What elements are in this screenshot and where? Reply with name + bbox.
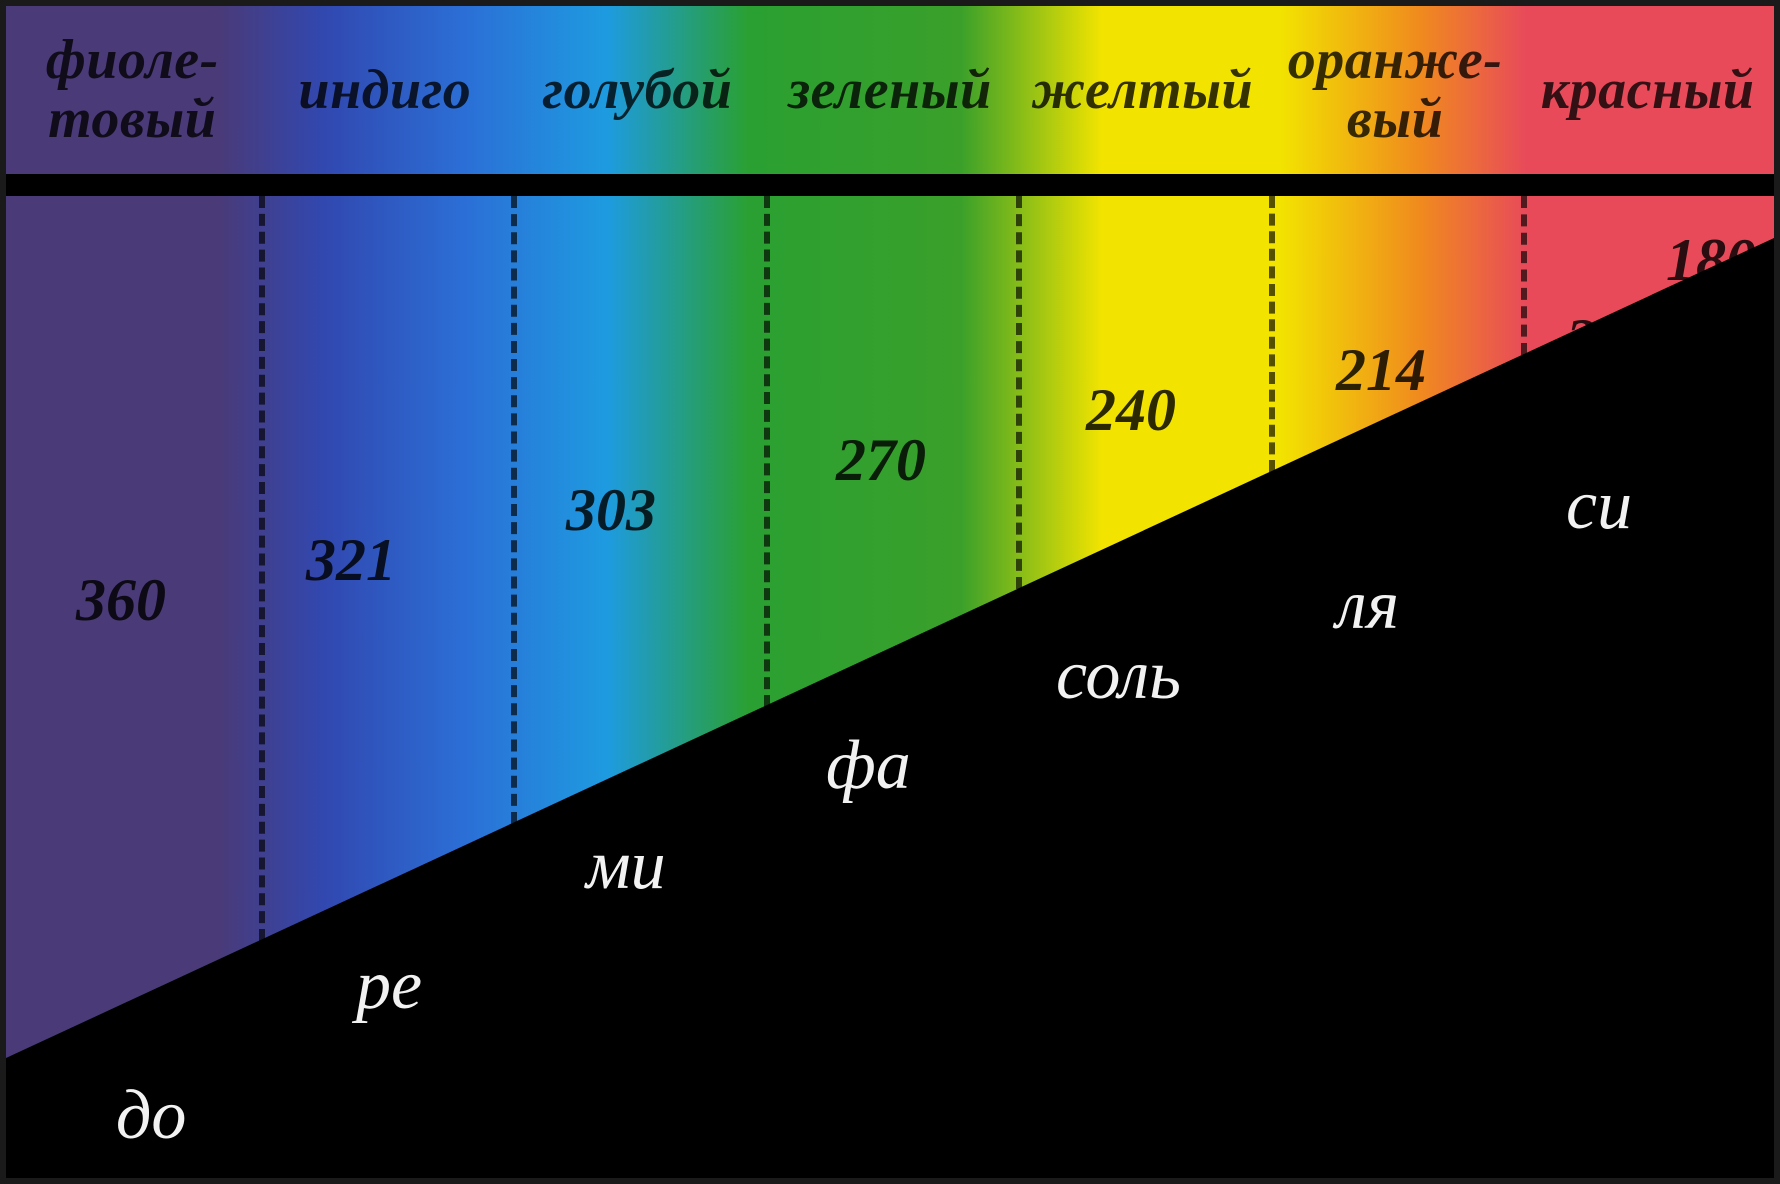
spectrum-value: 214 [1336,336,1426,405]
spectrum-value: 360 [76,566,166,635]
spectrum-value: 202 [1566,306,1656,375]
music-note-label: ре [356,946,422,1026]
spectrum-value: 303 [566,476,656,545]
music-note-label: ми [586,826,666,906]
music-note-label: соль [1056,636,1181,716]
music-note-label: фа [826,726,911,806]
spectrum-value: 321 [306,526,396,595]
spectrum-value: 180 [1666,226,1756,295]
spectrum-diagram: фиоле- товыйиндигоголубойзеленыйжелтыйор… [0,0,1780,1184]
music-note-label: ля [1336,566,1399,646]
spectrum-value: 270 [836,426,926,495]
spectrum-value: 240 [1086,376,1176,445]
music-note-label: до [116,1076,186,1156]
music-note-label: си [1566,466,1632,546]
black-wedge [6,6,1774,1178]
